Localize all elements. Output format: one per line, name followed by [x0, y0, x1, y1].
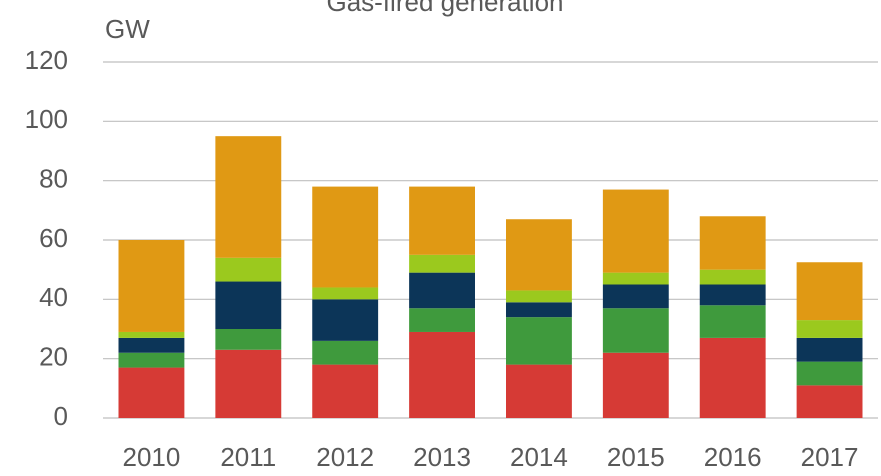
bar-segment	[699, 269, 766, 285]
bar-segment	[312, 340, 379, 365]
y-tick-label: 0	[54, 401, 68, 431]
bar-segment	[409, 272, 475, 309]
bar-segment	[118, 337, 185, 353]
y-axis-label: GW	[105, 14, 150, 44]
bar-segment	[409, 331, 475, 418]
x-tick-label: 2013	[413, 442, 471, 472]
bar-segment	[409, 186, 475, 255]
x-tick-label: 2011	[220, 442, 276, 472]
x-tick-label: 2010	[123, 442, 181, 472]
bar-segment	[699, 305, 766, 338]
bar-segment	[796, 385, 863, 418]
bar-segment	[409, 308, 475, 332]
y-tick-label: 120	[25, 45, 68, 75]
bar-segment	[118, 331, 185, 338]
bar-segment	[215, 136, 282, 258]
bar-segment	[699, 337, 766, 418]
bar-segment	[796, 361, 863, 386]
bar-segment	[796, 337, 863, 362]
x-tick-label: 2015	[607, 442, 665, 472]
bar-segment	[312, 186, 379, 288]
bar-segment	[602, 308, 669, 353]
bar-segment	[602, 284, 669, 309]
bar-segment	[506, 290, 572, 303]
y-tick-label: 80	[39, 164, 68, 194]
x-tick-label: 2012	[316, 442, 374, 472]
y-tick-label: 40	[39, 282, 68, 312]
bar-segment	[312, 299, 379, 341]
bar-segment	[312, 364, 379, 418]
y-tick-label: 20	[39, 342, 68, 372]
bar-segment	[699, 216, 766, 270]
bar-segment	[602, 272, 669, 285]
y-tick-label: 100	[25, 104, 68, 134]
bar-segment	[118, 240, 185, 332]
bar-segment	[215, 281, 282, 329]
bar-segment	[699, 284, 766, 306]
bar-segment	[215, 329, 282, 350]
bar-segment	[409, 254, 475, 273]
chart-title: Gas-fired generation	[326, 0, 563, 17]
bar-segment	[506, 317, 572, 365]
bar-segment	[796, 320, 863, 338]
x-tick-label: 2016	[704, 442, 762, 472]
bar-segment	[312, 287, 379, 300]
x-tick-label: 2014	[510, 442, 568, 472]
bar-segment	[602, 189, 669, 273]
bar-segment	[506, 219, 572, 291]
bar-segment	[215, 257, 282, 282]
y-tick-label: 60	[39, 223, 68, 253]
bar-segment	[602, 352, 669, 418]
bar-segment	[506, 302, 572, 318]
bar-segment	[215, 349, 282, 418]
bar-segment	[796, 262, 863, 321]
bar-segment	[118, 352, 185, 368]
x-tick-label: 2017	[801, 442, 859, 472]
bar-segment	[118, 367, 185, 418]
bar-segment	[506, 364, 572, 418]
